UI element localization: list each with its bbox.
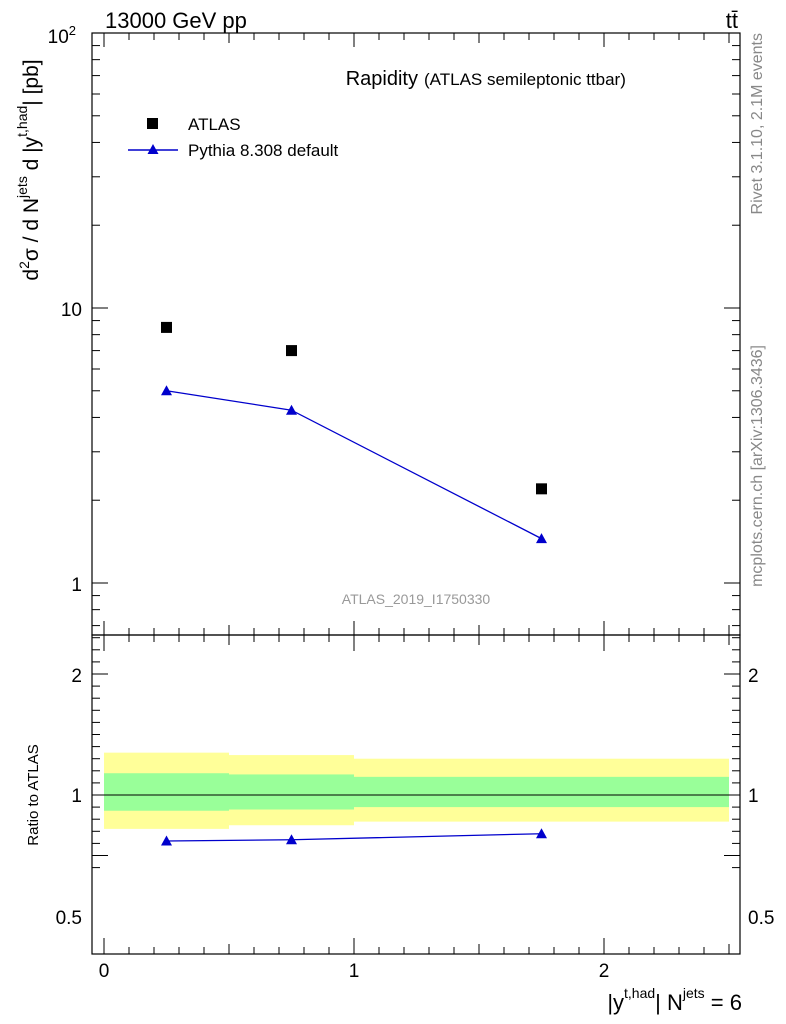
ratio-mc-point <box>536 828 547 839</box>
mc-point <box>161 385 172 396</box>
ratio-band-inner <box>104 773 229 811</box>
chart-subtitle: (ATLAS semileptonic ttbar) <box>424 70 626 89</box>
ratio-ytick-right-1: 1 <box>748 786 759 807</box>
legend-mc-label: Pythia 8.308 default <box>188 141 339 160</box>
chart-title: Rapidity <box>346 68 418 90</box>
legend: ATLAS Pythia 8.308 default <box>128 115 339 160</box>
ratio-ytick-right-0-5: 0.5 <box>748 908 774 929</box>
atlas-point <box>536 483 547 495</box>
mc-point <box>286 404 297 415</box>
analysis-watermark: ATLAS_2019_I1750330 <box>342 591 491 607</box>
ratio-ytick-left-0-5: 0.5 <box>56 908 82 929</box>
xtick-label-0: 0 <box>99 961 110 982</box>
atlas-point <box>286 345 297 357</box>
ytick-label-1: 1 <box>71 575 82 596</box>
ytick-label-100: 102 <box>48 23 76 48</box>
main-mc-series <box>161 385 547 544</box>
ratio-ytick-right-2: 2 <box>748 666 759 687</box>
legend-atlas-label: ATLAS <box>188 115 241 134</box>
ratio-bands <box>104 752 729 829</box>
ratio-ytick-left-2: 2 <box>71 666 82 687</box>
ratio-band-inner <box>229 774 354 810</box>
xtick-label-1: 1 <box>349 961 360 982</box>
ratio-mc-point <box>286 834 297 845</box>
energy-label: 13000 GeV pp <box>105 8 247 33</box>
main-panel: Rapidity (ATLAS semileptonic ttbar) ATLA… <box>14 23 741 636</box>
ratio-frame <box>91 634 741 955</box>
main-data-series <box>161 321 547 495</box>
rivet-label: Rivet 3.1.10, 2.1M events <box>749 33 766 214</box>
xtick-label-2: 2 <box>599 961 610 982</box>
xlabel: |yt,had| Njets = 6 <box>607 985 742 1015</box>
ratio-panel: 0.5 1 2 0.5 1 2 0 1 2 Ratio to ATLAS |yt… <box>25 634 774 1015</box>
ratio-ytick-left-1: 1 <box>71 786 82 807</box>
site-label: mcplots.cern.ch [arXiv:1306.3436] <box>749 345 766 587</box>
ratio-axis-ticks <box>92 635 740 954</box>
mc-point <box>536 533 547 544</box>
ratio-mc-series <box>161 828 547 846</box>
mc-line <box>166 390 542 540</box>
process-label: tt̄ <box>726 8 738 33</box>
main-ylabel: d2σ / d Njets d |yt,had| [pb] <box>14 59 43 280</box>
legend-atlas-marker <box>147 118 158 129</box>
atlas-point <box>161 321 172 333</box>
ratio-mc-point <box>161 835 172 846</box>
main-axis-ticks <box>92 32 740 635</box>
legend-mc-marker <box>147 144 159 154</box>
ytick-label-10: 10 <box>61 300 82 321</box>
ratio-ylabel: Ratio to ATLAS <box>25 744 42 845</box>
ratio-band-inner <box>354 776 729 808</box>
ratio-mc-line <box>166 833 542 842</box>
